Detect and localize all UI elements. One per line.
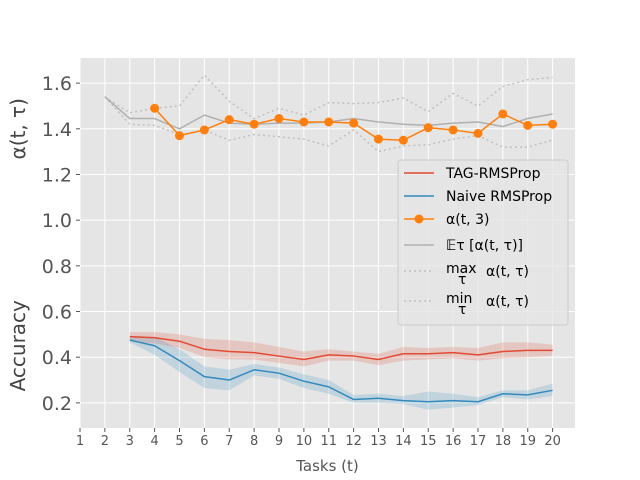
line-tag: [129, 335, 553, 361]
marker-alpha: [249, 119, 259, 129]
legend-label-alpha: α(t, 3): [446, 212, 489, 228]
legend-label-min-op: min: [446, 291, 472, 307]
x-tick-label: 4: [150, 434, 158, 449]
x-tick-label: 12: [345, 434, 362, 449]
marker-alpha: [324, 117, 334, 127]
legend-label-max-op: max: [446, 261, 477, 277]
marker-alpha: [398, 135, 408, 145]
x-tick-label: 16: [445, 434, 462, 449]
x-tick-label: 10: [296, 434, 313, 449]
legend: TAG-RMSProp Naive RMSProp α(t, 3) 𝔼τ [α(t, …: [397, 159, 569, 326]
marker-alpha: [498, 109, 508, 119]
y-axis-label-accuracy: Accuracy: [6, 300, 30, 391]
marker-alpha: [150, 103, 160, 113]
marker-alpha: [423, 123, 433, 133]
band-naive: [129, 336, 553, 410]
line-naive: [129, 339, 553, 403]
x-tick-label: 20: [544, 434, 561, 449]
x-tick-label: 6: [200, 434, 208, 449]
band-tag: [129, 332, 553, 367]
y-tick-label: 0.4: [42, 347, 72, 369]
legend-label-max-sub: τ: [458, 272, 466, 288]
x-tick-label: 5: [175, 434, 183, 449]
x-tick-label: 8: [250, 434, 258, 449]
x-tick-label: 11: [320, 434, 337, 449]
marker-alpha: [349, 118, 359, 128]
x-tick-label: 17: [470, 434, 487, 449]
legend-box: [397, 159, 569, 326]
y-tick-label: 0.2: [42, 393, 72, 415]
marker-alpha: [373, 134, 383, 144]
y-tick-label: 0.6: [42, 302, 72, 324]
legend-label-tag: TAG-RMSProp: [445, 166, 541, 182]
marker-alpha: [199, 125, 209, 135]
x-tick-label: 13: [370, 434, 387, 449]
line-max: [104, 74, 553, 120]
x-tick-label: 3: [126, 434, 134, 449]
x-tick-label: 1: [76, 434, 84, 449]
y-tick-label: 1.4: [42, 119, 72, 141]
series-lines: [104, 74, 558, 403]
marker-alpha: [523, 120, 533, 130]
y-axis-label-alpha: α(t, τ): [6, 98, 30, 159]
marker-alpha: [548, 119, 558, 129]
x-tick-label: 7: [225, 434, 233, 449]
y-tick-label: 1.2: [42, 164, 72, 186]
confidence-bands: [129, 332, 553, 410]
marker-alpha: [299, 117, 309, 127]
x-axis-ticks: 1 2 3 4 5 6 7 8 9 10 11 12 13 14 15 16 17 18 19 20: [76, 428, 561, 449]
y-tick-label: 0.8: [42, 256, 72, 278]
y-axis-ticks: 0.2 0.4 0.6 0.8 1.0 1.2 1.4 1.6: [42, 73, 80, 415]
marker-alpha: [448, 125, 458, 135]
legend-marker-alpha: [414, 214, 424, 224]
legend-label-naive: Naive RMSProp: [446, 189, 552, 205]
x-tick-label: 2: [101, 434, 109, 449]
x-axis-label: Tasks (t): [295, 457, 359, 475]
x-tick-label: 19: [519, 434, 536, 449]
y-tick-label: 1.0: [42, 210, 72, 232]
marker-alpha: [274, 114, 284, 124]
x-tick-label: 9: [275, 434, 283, 449]
x-tick-label: 14: [395, 434, 412, 449]
marker-alpha: [224, 115, 234, 125]
legend-label-mean: 𝔼τ [α(t, τ)]: [446, 238, 523, 254]
legend-label-min-rest: α(t, τ): [486, 294, 529, 310]
marker-alpha: [174, 131, 184, 141]
legend-label-min-sub: τ: [458, 302, 466, 318]
legend-label-max-rest: α(t, τ): [486, 264, 529, 280]
x-tick-label: 15: [420, 434, 437, 449]
y-tick-label: 1.6: [42, 73, 72, 95]
x-tick-label: 18: [495, 434, 512, 449]
marker-alpha: [473, 128, 483, 138]
